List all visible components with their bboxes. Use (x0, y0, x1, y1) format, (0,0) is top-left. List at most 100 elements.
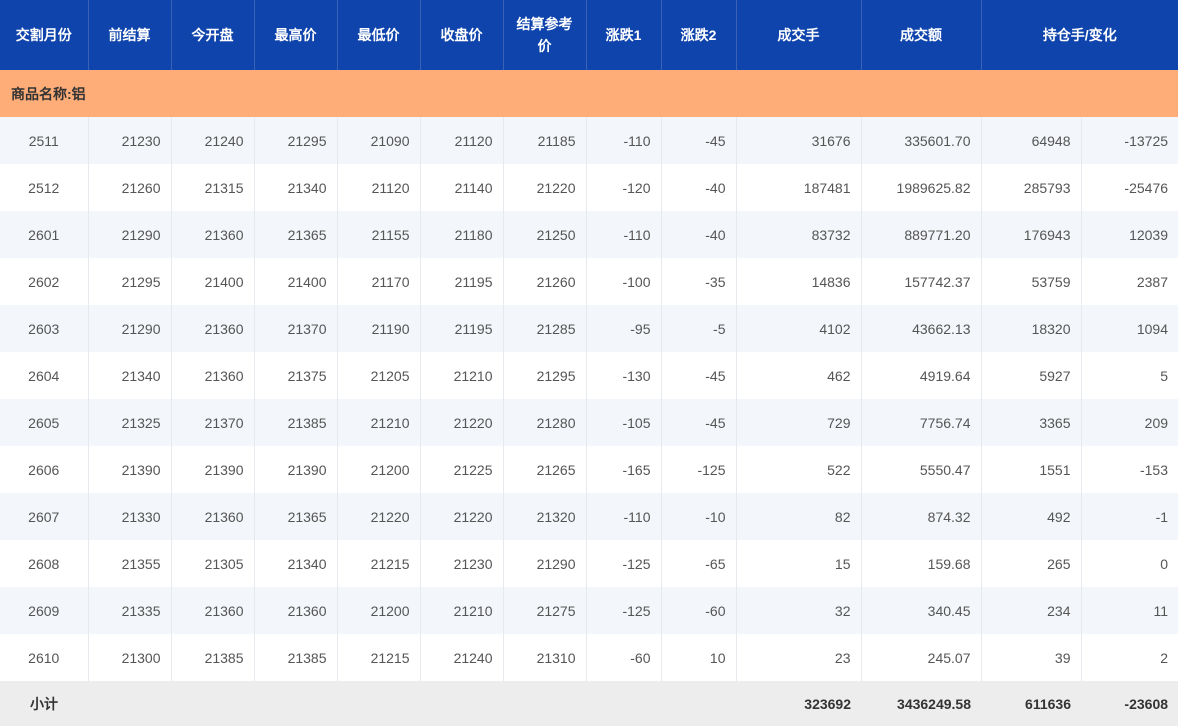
table-row: 2609 21335 21360 21360 21200 21210 21275 -125 -6… (0, 587, 1178, 634)
header-prev-settle: 前结算 (88, 0, 172, 70)
table-row: 2511 21230 21240 21295 21090 21120 21185 -110 -4… (0, 117, 1178, 164)
table-row: 2601 21290 21360 21365 21155 21180 21250 -110 -4… (0, 211, 1178, 258)
table-cell: 159.68 (861, 540, 982, 587)
table-cell: 187481 (736, 164, 862, 211)
table-cell: 21090 (337, 117, 421, 164)
table-row: 2605 21325 21370 21385 21210 21220 21280 -105 -4… (0, 399, 1178, 446)
table-cell: 64948 (981, 117, 1082, 164)
table-cell: 21385 (171, 634, 255, 681)
table-cell: 522 (736, 446, 862, 493)
table-cell: -35 (661, 258, 737, 305)
table-cell: 21220 (503, 164, 587, 211)
table-row: 2607 21330 21360 21365 21220 21220 21320 -110 -1… (0, 493, 1178, 540)
table-cell: 2606 (0, 446, 89, 493)
table-cell: 21230 (420, 540, 504, 587)
table-cell: 21400 (254, 258, 338, 305)
table-cell: 0 (1160, 555, 1169, 572)
total-volume: 323692 (736, 681, 861, 726)
table-cell: 21370 (254, 305, 338, 352)
table-cell: 21155 (337, 211, 421, 258)
header-delivery-month: 交割月份 (0, 0, 89, 70)
table-cell: 157742.37 (861, 258, 982, 305)
table-cell: 21220 (337, 493, 421, 540)
table-cell: -65 (661, 540, 737, 587)
table-cell: 43662.13 (861, 305, 982, 352)
table-cell: 82 (736, 493, 862, 540)
table-cell: -40 (661, 164, 737, 211)
table-cell: -1 (1081, 493, 1178, 540)
table-cell: 21335 (88, 587, 172, 634)
table-cell: 1989625.82 (861, 164, 982, 211)
table-cell: 21310 (503, 634, 587, 681)
table-cell: 2601 (0, 211, 89, 258)
table-cell: 2603 (0, 305, 89, 352)
category-row: 商品名称:铝 (0, 70, 1178, 117)
table-cell: 21215 (337, 634, 421, 681)
table-cell: 21385 (254, 634, 338, 681)
table-cell: 176943 (981, 211, 1082, 258)
table-cell: 21315 (171, 164, 255, 211)
table-cell: 21230 (88, 117, 172, 164)
table-cell: 14836 (736, 258, 862, 305)
table-cell: 21385 (254, 399, 338, 446)
table-cell: 21215 (337, 540, 421, 587)
table-cell: -45 (661, 117, 737, 164)
table-cell: 21195 (420, 258, 504, 305)
table-cell: 2 (1160, 649, 1169, 666)
table-cell: 21360 (171, 352, 255, 399)
table-cell: 2610 (0, 634, 89, 681)
table-cell: 492 (981, 493, 1082, 540)
table-cell: 209 (1081, 399, 1178, 446)
table-cell: -125 (661, 446, 737, 493)
total-turnover: 3436249.58 (861, 681, 981, 726)
table-cell: 21260 (503, 258, 587, 305)
table-row: 2603 21290 21360 21370 21190 21195 21285 -95 -5 4… (0, 305, 1178, 352)
table-cell: 2512 (0, 164, 89, 211)
table-cell: 39 (981, 634, 1082, 681)
table-cell: 21170 (337, 258, 421, 305)
table-row: 2602 21295 21400 21400 21170 21195 21260 -100 -3… (0, 258, 1178, 305)
table-cell: -5 (661, 305, 737, 352)
table-cell: 335601.70 (861, 117, 982, 164)
table-cell: 21295 (254, 117, 338, 164)
table-cell: -10 (661, 493, 737, 540)
table-cell: 21365 (254, 493, 338, 540)
table-row: 2608 21355 21305 21340 21215 21230 21290 -125 -6… (0, 540, 1178, 587)
table-cell: 18320 (981, 305, 1082, 352)
table-cell: 21225 (420, 446, 504, 493)
table-cell: 2604 (0, 352, 89, 399)
total-empty (88, 681, 736, 726)
table-cell: 2511 (0, 117, 89, 164)
header-low: 最低价 (337, 0, 421, 70)
header-change1: 涨跌1 (586, 0, 662, 70)
table-cell: 5927 (981, 352, 1082, 399)
table-cell: -110 (586, 211, 662, 258)
table-cell: 21290 (88, 211, 172, 258)
table-cell: 21200 (337, 446, 421, 493)
table-cell: -120 (586, 164, 662, 211)
table-cell: 21260 (88, 164, 172, 211)
header-row: 交割月份 前结算 今开盘 最高价 最低价 收盘价 结算参考价 涨跌1 涨跌2 成… (0, 0, 1178, 70)
header-high: 最高价 (254, 0, 338, 70)
category-label: 商品名称:铝 (0, 70, 1178, 117)
table-cell: 21355 (88, 540, 172, 587)
total-oi-change: -23608 (1081, 681, 1178, 726)
header-open-interest: 持仓手/变化 (981, 0, 1178, 70)
table-cell: 21290 (88, 305, 172, 352)
table-cell: -165 (586, 446, 662, 493)
table-cell: 21195 (420, 305, 504, 352)
table-cell: 21360 (171, 493, 255, 540)
table-cell: 21295 (503, 352, 587, 399)
table-cell: 12039 (1081, 211, 1178, 258)
table-cell: 31676 (736, 117, 862, 164)
table-row: 2512 21260 21315 21340 21120 21140 21220 -120 -4… (0, 164, 1178, 211)
header-change2: 涨跌2 (661, 0, 737, 70)
table-cell: 21300 (88, 634, 172, 681)
table-cell: -40 (661, 211, 737, 258)
header-volume: 成交手 (736, 0, 862, 70)
total-label: 小计 (0, 681, 88, 726)
table-cell: 21370 (171, 399, 255, 446)
table-cell: -125 (586, 540, 662, 587)
table-cell: -13725 (1081, 117, 1178, 164)
